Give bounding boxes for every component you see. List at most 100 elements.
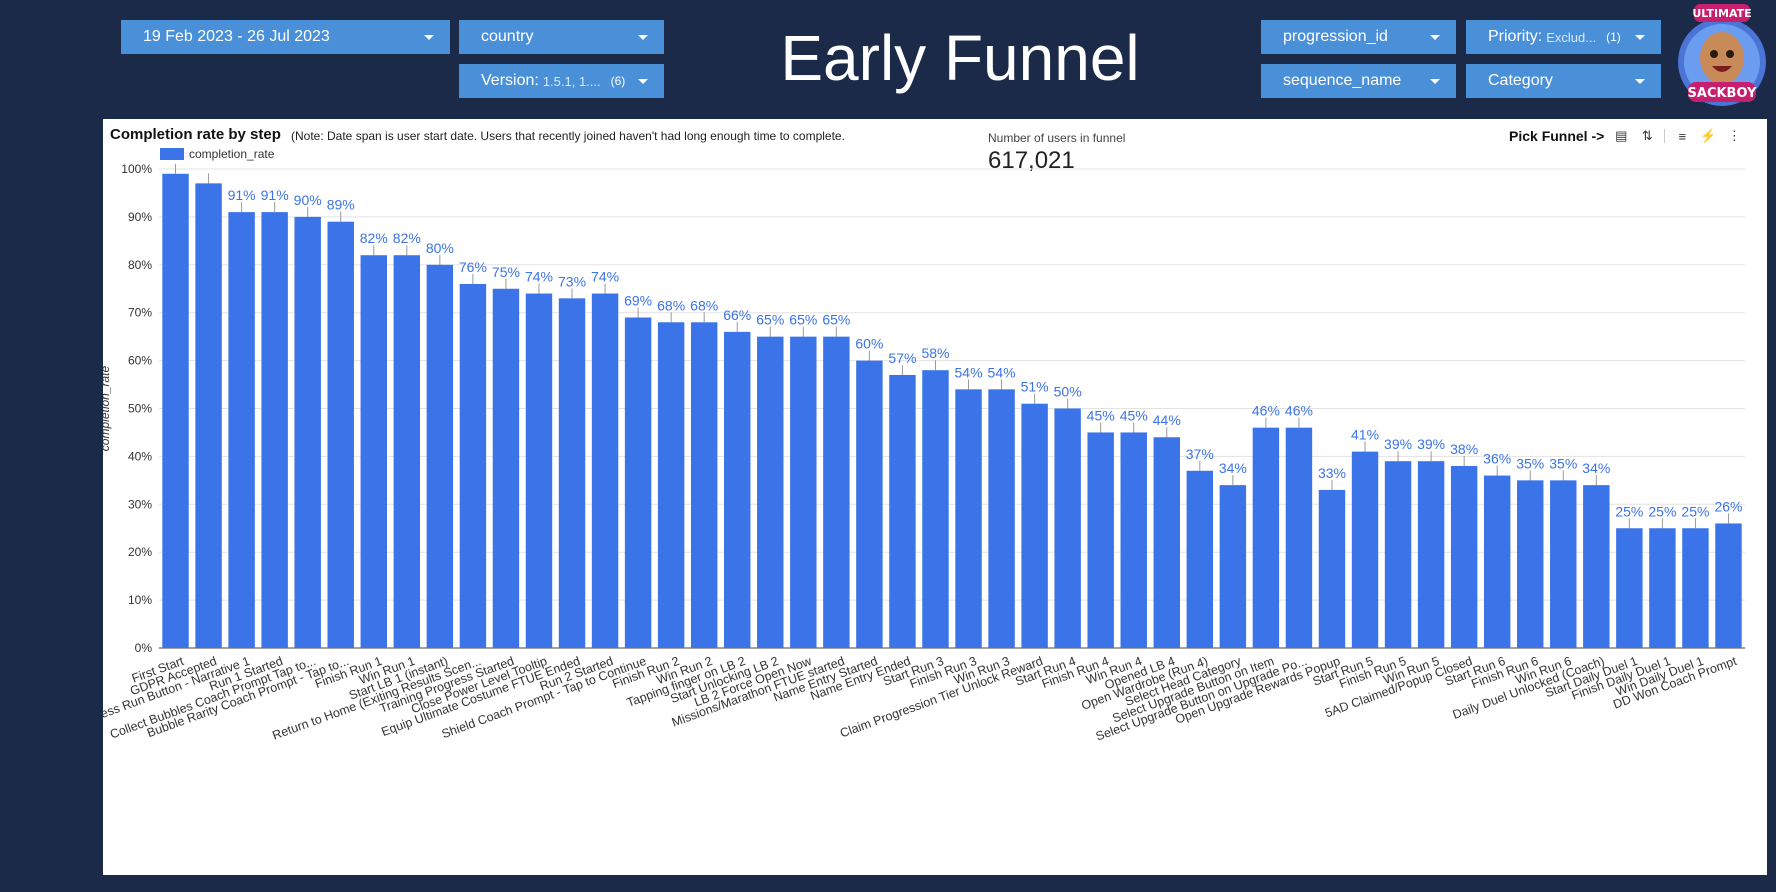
- y-tick-label: 30%: [128, 497, 152, 511]
- y-tick-label: 70%: [128, 306, 152, 320]
- version-filter-label: Version:: [481, 72, 539, 89]
- date-range-value: 19 Feb 2023 - 26 Jul 2023: [143, 28, 330, 45]
- bar: [1318, 489, 1346, 648]
- bar: [1153, 437, 1180, 648]
- bar: [955, 389, 982, 648]
- bar: [1483, 475, 1511, 648]
- completion-rate-chart: 0% 10% 20% 30% 40% 50% 60% 70% 80% 90% 100% complet…: [103, 147, 1745, 744]
- pick-funnel-label: Pick Funnel ->: [1509, 128, 1605, 144]
- progression-id-filter[interactable]: progression_id: [1261, 20, 1456, 54]
- bar-data-label: 57%: [888, 350, 916, 366]
- country-filter[interactable]: country: [459, 20, 664, 54]
- bar-data-label: 25%: [1681, 503, 1709, 519]
- category-filter[interactable]: Category: [1466, 64, 1661, 98]
- version-filter[interactable]: Version: 1.5.1, 1.... (6): [459, 64, 664, 98]
- bar-data-label: 73%: [558, 273, 586, 289]
- bar-data-label: 74%: [525, 269, 553, 285]
- bar-data-label: 46%: [1285, 403, 1313, 419]
- bar: [624, 317, 652, 648]
- sackboy-head: [1700, 32, 1744, 84]
- category-filter-label: Category: [1488, 72, 1553, 89]
- logo-text-bottom: SACKBOY: [1688, 86, 1758, 101]
- toolbar-divider: [1664, 129, 1666, 143]
- bar: [591, 293, 619, 648]
- bar-data-label: 76%: [459, 259, 487, 275]
- bar: [228, 212, 255, 649]
- version-filter-value: 1.5.1, 1....: [542, 73, 601, 89]
- bar: [294, 216, 321, 648]
- bar-data-label: 35%: [1549, 455, 1577, 471]
- bar: [690, 322, 718, 648]
- bar: [1616, 528, 1643, 648]
- y-axis-label: completion_rate: [103, 365, 112, 451]
- lightning-icon[interactable]: ⚡: [1700, 128, 1717, 143]
- y-tick-label: 20%: [128, 545, 152, 559]
- bar-data-label: 26%: [1714, 498, 1742, 514]
- y-tick-label: 80%: [128, 258, 152, 272]
- bar: [360, 255, 387, 648]
- chart-panel: Completion rate by step (Note: Date span…: [103, 119, 1767, 875]
- bar: [1583, 485, 1610, 648]
- bar-data-label: 82%: [393, 230, 421, 246]
- bar-data-label: 44%: [1153, 412, 1181, 428]
- bar: [922, 370, 949, 648]
- bar-data-label: 91%: [228, 187, 256, 203]
- bar: [327, 221, 354, 648]
- bar: [823, 336, 850, 648]
- bar: [459, 283, 487, 648]
- sort-icon[interactable]: ⇅: [1641, 128, 1653, 143]
- bar: [1285, 427, 1313, 648]
- priority-filter-count: (1): [1606, 30, 1621, 44]
- bar-data-label: 51%: [1021, 379, 1049, 395]
- bar: [856, 360, 883, 648]
- bar-data-label: 33%: [1318, 465, 1346, 481]
- scorecard-label: Number of users in funnel: [988, 131, 1126, 145]
- bar-data-label: 54%: [955, 364, 983, 380]
- priority-filter[interactable]: Priority: Exclud... (1): [1466, 20, 1661, 54]
- sequence-name-label: sequence_name: [1283, 72, 1402, 89]
- bar: [790, 336, 817, 648]
- bar: [657, 322, 685, 648]
- bar-data-label: 69%: [624, 292, 652, 308]
- bar: [1384, 461, 1412, 648]
- chart-title: Completion rate by step: [110, 126, 281, 143]
- bar: [1054, 408, 1081, 648]
- chevron-down-icon: [1635, 35, 1645, 40]
- y-tick-label: 90%: [128, 210, 152, 224]
- chevron-down-icon: [1430, 35, 1440, 40]
- y-tick-label: 0%: [135, 641, 153, 655]
- bar: [724, 331, 751, 648]
- bar: [889, 374, 916, 648]
- bar: [261, 212, 288, 649]
- priority-filter-label: Priority:: [1488, 28, 1543, 45]
- legend-swatch: [160, 148, 184, 160]
- bar: [1417, 461, 1445, 648]
- bar-data-label: 68%: [657, 297, 685, 313]
- y-tick-label: 100%: [121, 162, 152, 176]
- bar-data-label: 66%: [723, 307, 751, 323]
- bar-data-label: 50%: [1054, 384, 1082, 400]
- bar-data-label: 75%: [492, 264, 520, 280]
- chevron-down-icon: [1635, 79, 1645, 84]
- chart-note: (Note: Date span is user start date. Use…: [291, 129, 845, 143]
- date-range-picker[interactable]: 19 Feb 2023 - 26 Jul 2023: [121, 20, 450, 54]
- bar: [1715, 523, 1742, 648]
- bar: [988, 389, 1015, 648]
- sequence-name-filter[interactable]: sequence_name: [1261, 64, 1456, 98]
- bar: [393, 255, 421, 648]
- version-filter-count: (6): [610, 74, 626, 88]
- logo-text-top: ULTIMATE: [1692, 7, 1751, 20]
- filter-icon[interactable]: ≡: [1678, 128, 1687, 144]
- chart-type-icon[interactable]: ▤: [1615, 128, 1628, 143]
- bar: [1649, 528, 1676, 648]
- bar-data-label: 34%: [1582, 460, 1610, 476]
- bar: [1087, 432, 1114, 648]
- bar: [1682, 528, 1709, 648]
- chevron-down-icon: [638, 35, 648, 40]
- y-tick-label: 10%: [128, 593, 152, 607]
- chevron-down-icon: [424, 35, 434, 40]
- bar: [1450, 465, 1478, 648]
- bar-data-label: 58%: [921, 345, 949, 361]
- more-vert-icon[interactable]: ⋮: [1727, 128, 1741, 143]
- bar: [1351, 451, 1379, 648]
